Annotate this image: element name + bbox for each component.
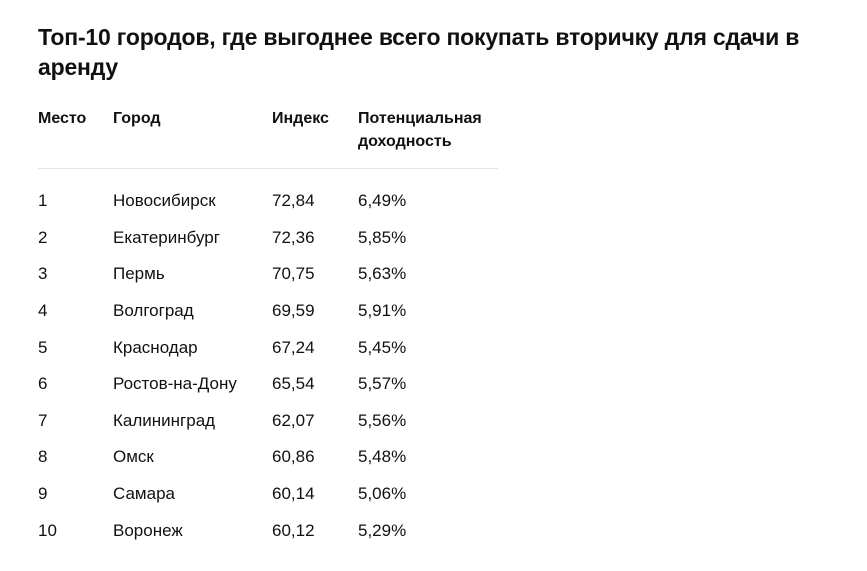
city-cell: Калининград xyxy=(113,410,216,430)
table-header-row: Место Город Индекс Потенциальная доходно… xyxy=(38,107,498,169)
table-row: 4 Волгоград 69,59 5,91% xyxy=(38,293,498,330)
table-row: 10 Воронеж 60,12 5,29% xyxy=(38,512,498,549)
city-cell: Екатеринбург xyxy=(113,227,220,247)
city-cell: Новосибирск xyxy=(113,191,216,211)
yield-cell: 6,49% xyxy=(358,191,407,211)
page-title: Топ-10 городов, где выгоднее всего покуп… xyxy=(38,24,800,80)
index-cell: 69,59 xyxy=(272,301,315,321)
yield-cell: 5,56% xyxy=(358,410,407,430)
table-row: 6 Ростов-на-Дону 65,54 5,57% xyxy=(38,366,498,403)
rank-cell: 10 xyxy=(38,520,57,540)
ranking-table: Место Город Индекс Потенциальная доходно… xyxy=(38,107,498,549)
rank-cell: 3 xyxy=(38,264,48,284)
city-cell: Ростов-на-Дону xyxy=(113,374,237,394)
index-cell: 72,84 xyxy=(272,191,315,211)
rank-cell: 8 xyxy=(38,447,48,467)
table-row: 9 Самара 60,14 5,06% xyxy=(38,476,498,513)
column-header-yield: Потенциальная доходность xyxy=(358,107,498,169)
rank-cell: 2 xyxy=(38,227,48,247)
rank-cell: 9 xyxy=(38,484,48,504)
table-row: 8 Омск 60,86 5,48% xyxy=(38,439,498,476)
table-row: 7 Калининград 62,07 5,56% xyxy=(38,403,498,440)
index-cell: 67,24 xyxy=(272,337,315,357)
city-cell: Краснодар xyxy=(113,337,198,357)
table-row: 2 Екатеринбург 72,36 5,85% xyxy=(38,220,498,257)
city-cell: Воронеж xyxy=(113,520,183,540)
column-header-index: Индекс xyxy=(272,107,358,169)
city-cell: Омск xyxy=(113,447,154,467)
rank-cell: 1 xyxy=(38,191,48,211)
table-row: 3 Пермь 70,75 5,63% xyxy=(38,256,498,293)
yield-cell: 5,29% xyxy=(358,520,407,540)
rank-cell: 6 xyxy=(38,374,48,394)
yield-cell: 5,85% xyxy=(358,227,407,247)
index-cell: 62,07 xyxy=(272,410,315,430)
table-row: 5 Краснодар 67,24 5,45% xyxy=(38,329,498,366)
rank-cell: 5 xyxy=(38,337,48,357)
column-header-rank: Место xyxy=(38,107,113,169)
index-cell: 60,86 xyxy=(272,447,315,467)
table-body: 1 Новосибирск 72,84 6,49% 2 Екатеринбург 72,36… xyxy=(38,169,498,549)
rank-cell: 7 xyxy=(38,410,48,430)
index-cell: 72,36 xyxy=(272,227,315,247)
yield-cell: 5,06% xyxy=(358,484,407,504)
yield-cell: 5,48% xyxy=(358,447,407,467)
table-row: 1 Новосибирск 72,84 6,49% xyxy=(38,169,498,220)
index-cell: 60,14 xyxy=(272,484,315,504)
index-cell: 60,12 xyxy=(272,520,315,540)
index-cell: 65,54 xyxy=(272,374,315,394)
index-cell: 70,75 xyxy=(272,264,315,284)
yield-cell: 5,45% xyxy=(358,337,407,357)
column-header-city: Город xyxy=(113,107,272,169)
yield-cell: 5,91% xyxy=(358,301,407,321)
city-cell: Волгоград xyxy=(113,301,194,321)
yield-cell: 5,63% xyxy=(358,264,407,284)
city-cell: Самара xyxy=(113,484,175,504)
yield-cell: 5,57% xyxy=(358,374,407,394)
city-cell: Пермь xyxy=(113,264,165,284)
rank-cell: 4 xyxy=(38,301,48,321)
